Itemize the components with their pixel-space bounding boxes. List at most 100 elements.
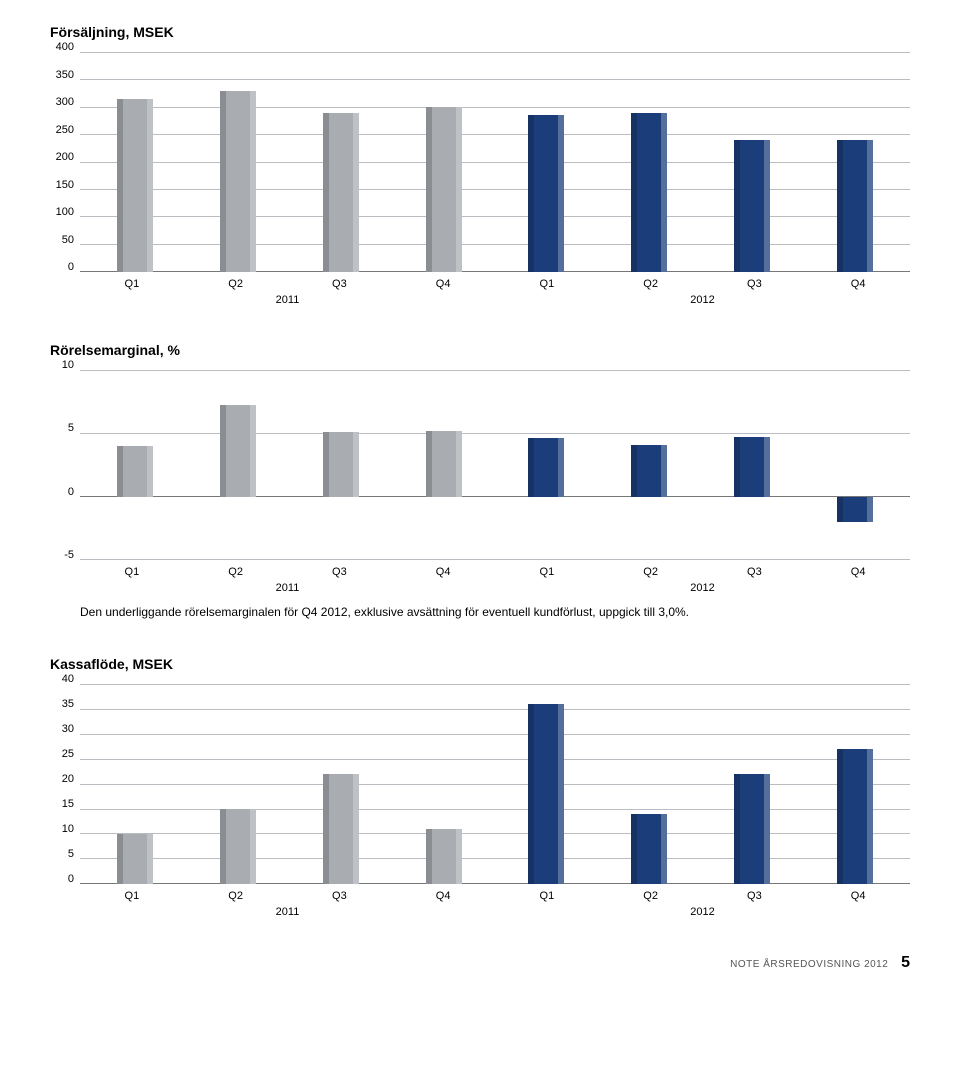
bar (528, 438, 564, 496)
x-axis: Q1Q2Q3Q4Q1Q2Q3Q4 (80, 884, 910, 902)
bar (734, 437, 770, 497)
chart-wrap: 1050-5 (50, 370, 910, 560)
plot-area (80, 684, 910, 884)
x-tick-label: Q1 (80, 890, 184, 902)
bars-layer (80, 370, 910, 560)
x-tick-label: Q4 (391, 566, 495, 578)
year-label: 2012 (495, 906, 910, 918)
y-tick-label: 100 (56, 206, 74, 218)
bar-slot (84, 684, 187, 884)
bar (323, 113, 359, 273)
bar (220, 91, 256, 273)
chart-sales: Försäljning, MSEK40035030025020015010050… (50, 24, 910, 306)
x-tick-label: Q3 (288, 566, 392, 578)
chart-margin: Rörelsemarginal, %1050-5Q1Q2Q3Q4Q1Q2Q3Q4… (50, 342, 910, 620)
bar-slot (598, 52, 701, 272)
x-axis: Q1Q2Q3Q4Q1Q2Q3Q4 (80, 272, 910, 290)
bar (631, 814, 667, 884)
bar (220, 809, 256, 884)
bar-slot (84, 370, 187, 560)
year-label: 2011 (80, 582, 495, 594)
bar-slot (803, 684, 906, 884)
y-tick-label: 250 (56, 124, 74, 136)
year-label: 2012 (495, 294, 910, 306)
y-tick-label: 0 (68, 873, 74, 885)
y-tick-label: 25 (62, 748, 74, 760)
plot-area (80, 370, 910, 560)
year-group-row: 20112012 (80, 578, 910, 594)
footer-brand: NOTE ÅRSREDOVISNING 2012 (730, 959, 888, 970)
plot-area (80, 52, 910, 272)
y-tick-label: 35 (62, 698, 74, 710)
page-footer: NOTE ÅRSREDOVISNING 2012 5 (50, 954, 910, 972)
bar (426, 431, 462, 497)
year-group-row: 20112012 (80, 902, 910, 918)
bar-slot (598, 684, 701, 884)
year-label: 2011 (80, 294, 495, 306)
x-tick-label: Q2 (599, 278, 703, 290)
y-axis: 1050-5 (50, 370, 80, 560)
charts-container: Försäljning, MSEK40035030025020015010050… (50, 24, 910, 918)
bar (323, 774, 359, 884)
x-tick-label: Q1 (495, 566, 599, 578)
y-axis: 400350300250200150100500 (50, 52, 80, 272)
x-tick-label: Q2 (599, 566, 703, 578)
x-tick-label: Q4 (391, 278, 495, 290)
x-tick-label: Q3 (703, 890, 807, 902)
x-tick-label: Q4 (806, 890, 910, 902)
chart-wrap: 400350300250200150100500 (50, 52, 910, 272)
bar-slot (803, 52, 906, 272)
chart-title: Rörelsemarginal, % (50, 342, 910, 358)
y-tick-label: -5 (64, 549, 74, 561)
bar-slot (495, 684, 598, 884)
bar (837, 749, 873, 884)
x-tick-label: Q4 (806, 566, 910, 578)
y-tick-label: 300 (56, 96, 74, 108)
x-tick-label: Q3 (288, 890, 392, 902)
chart-caption: Den underliggande rörelsemarginalen för … (80, 604, 910, 620)
bar (426, 107, 462, 272)
bars-layer (80, 684, 910, 884)
y-tick-label: 5 (68, 848, 74, 860)
y-tick-label: 20 (62, 773, 74, 785)
y-axis: 4035302520151050 (50, 684, 80, 884)
bar (117, 834, 153, 884)
year-group-row: 20112012 (80, 290, 910, 306)
bar-slot (803, 370, 906, 560)
x-tick-label: Q4 (806, 278, 910, 290)
bar (734, 140, 770, 272)
bar-slot (392, 52, 495, 272)
y-tick-label: 350 (56, 69, 74, 81)
bar-slot (187, 684, 290, 884)
bar (323, 432, 359, 497)
bar-slot (392, 684, 495, 884)
bar (528, 115, 564, 272)
bar-slot (187, 52, 290, 272)
y-tick-label: 40 (62, 673, 74, 685)
x-tick-label: Q3 (703, 278, 807, 290)
y-tick-label: 0 (68, 486, 74, 498)
year-label: 2012 (495, 582, 910, 594)
x-tick-label: Q2 (184, 566, 288, 578)
chart-title: Kassaflöde, MSEK (50, 656, 910, 672)
x-tick-label: Q1 (495, 278, 599, 290)
x-tick-label: Q1 (80, 566, 184, 578)
chart-cashflow: Kassaflöde, MSEK4035302520151050Q1Q2Q3Q4… (50, 656, 910, 918)
y-tick-label: 5 (68, 422, 74, 434)
x-tick-label: Q2 (184, 278, 288, 290)
x-tick-label: Q3 (288, 278, 392, 290)
y-tick-label: 0 (68, 261, 74, 273)
bar-slot (392, 370, 495, 560)
bar (117, 99, 153, 272)
bar-slot (187, 370, 290, 560)
bar-slot (598, 370, 701, 560)
bar-slot (701, 370, 804, 560)
x-tick-label: Q2 (599, 890, 703, 902)
bar (837, 140, 873, 272)
y-tick-label: 200 (56, 151, 74, 163)
y-tick-label: 50 (62, 234, 74, 246)
footer-page-number: 5 (901, 954, 910, 972)
year-label: 2011 (80, 906, 495, 918)
y-tick-label: 150 (56, 179, 74, 191)
chart-title: Försäljning, MSEK (50, 24, 910, 40)
